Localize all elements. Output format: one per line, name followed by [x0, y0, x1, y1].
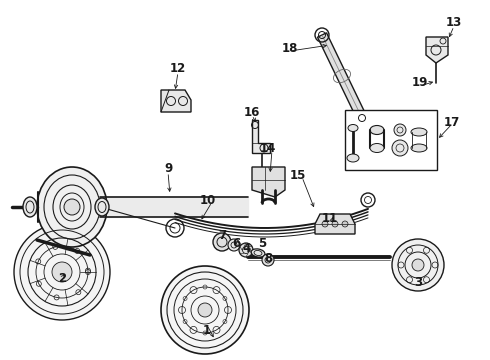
- Circle shape: [14, 224, 110, 320]
- Text: 2: 2: [58, 271, 66, 284]
- Ellipse shape: [411, 128, 427, 136]
- Text: 15: 15: [290, 168, 306, 181]
- Polygon shape: [161, 90, 191, 112]
- Bar: [345, 110, 437, 170]
- Text: 10: 10: [200, 194, 216, 207]
- Ellipse shape: [370, 126, 384, 135]
- Circle shape: [228, 239, 240, 251]
- Text: 6: 6: [232, 237, 240, 249]
- Text: 14: 14: [260, 141, 276, 154]
- Polygon shape: [426, 37, 448, 63]
- Ellipse shape: [95, 198, 109, 216]
- Text: 17: 17: [444, 116, 460, 129]
- Text: 9: 9: [164, 162, 172, 175]
- Circle shape: [392, 140, 408, 156]
- Text: 5: 5: [258, 237, 266, 249]
- Text: 12: 12: [170, 62, 186, 75]
- Text: 13: 13: [446, 15, 462, 28]
- Polygon shape: [315, 214, 355, 234]
- Circle shape: [161, 266, 249, 354]
- Circle shape: [198, 303, 212, 317]
- Ellipse shape: [370, 144, 384, 153]
- Ellipse shape: [411, 144, 427, 152]
- Circle shape: [213, 233, 231, 251]
- Circle shape: [262, 254, 274, 266]
- Circle shape: [52, 262, 72, 282]
- Text: 4: 4: [243, 242, 251, 255]
- Text: 16: 16: [244, 105, 260, 118]
- Ellipse shape: [347, 154, 359, 162]
- Circle shape: [322, 221, 328, 227]
- Polygon shape: [318, 33, 367, 120]
- Text: 11: 11: [322, 212, 338, 225]
- Circle shape: [239, 243, 253, 257]
- Text: 19: 19: [412, 76, 428, 89]
- Circle shape: [64, 199, 80, 215]
- Text: 7: 7: [218, 229, 226, 242]
- Polygon shape: [252, 120, 270, 153]
- Circle shape: [394, 124, 406, 136]
- Text: 8: 8: [264, 252, 272, 265]
- Circle shape: [342, 221, 348, 227]
- Ellipse shape: [251, 249, 265, 257]
- Ellipse shape: [348, 125, 358, 131]
- Circle shape: [412, 259, 424, 271]
- Circle shape: [332, 221, 338, 227]
- Ellipse shape: [37, 167, 107, 247]
- Text: 1: 1: [203, 324, 211, 337]
- Text: 18: 18: [282, 41, 298, 54]
- Polygon shape: [252, 167, 285, 197]
- Circle shape: [392, 239, 444, 291]
- Ellipse shape: [23, 197, 37, 217]
- Text: 3: 3: [414, 275, 422, 288]
